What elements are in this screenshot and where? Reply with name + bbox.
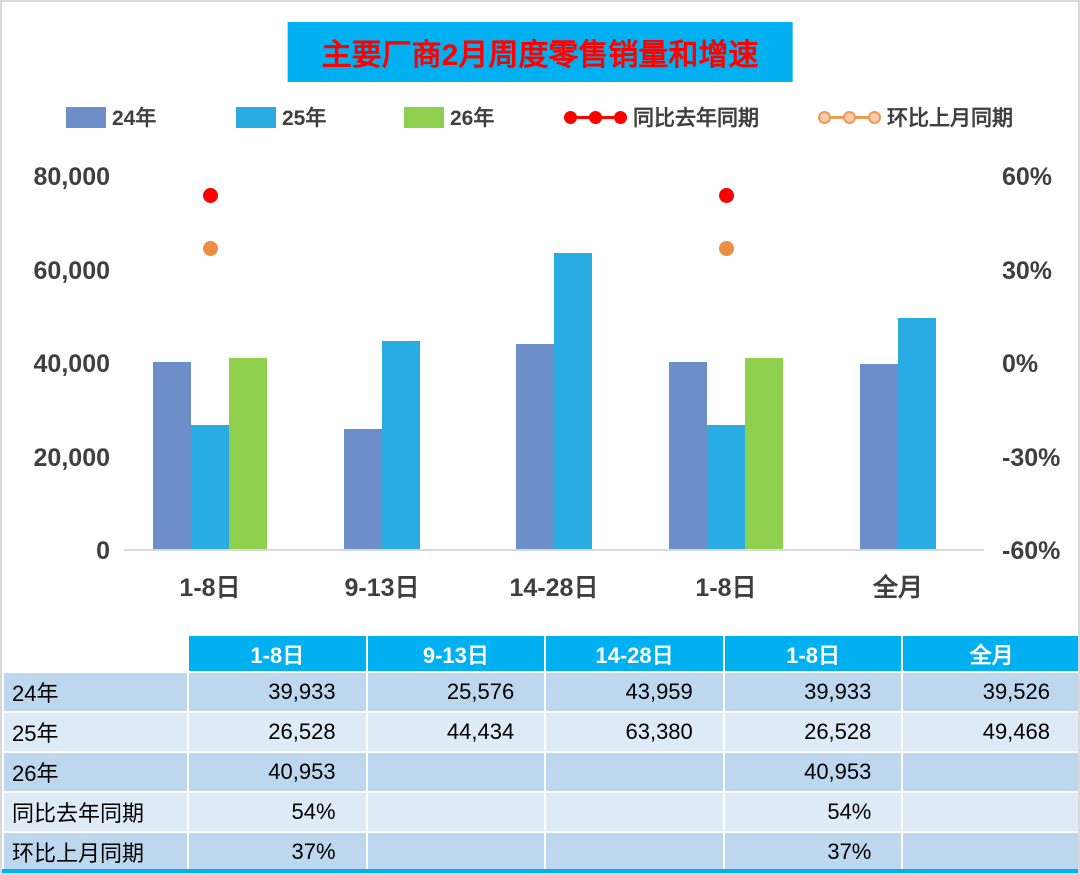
marker-line0-c0 bbox=[202, 188, 218, 204]
table-row-2: 26年 40,953 40,953 bbox=[2, 751, 1078, 793]
chart-title: 主要厂商2月周度零售销量和增速 bbox=[287, 22, 793, 82]
legend-item-3: 同比去年同期 bbox=[564, 102, 759, 132]
row-label: 24年 bbox=[2, 671, 189, 713]
cell-r2-c3: 40,953 bbox=[722, 751, 904, 793]
legend-bar-swatch bbox=[236, 106, 276, 128]
data-table: 1-8日 9-13日 14-28日 1-8日 全月 24年 39,933 25,576 43,9… bbox=[2, 634, 1078, 873]
table-header-cell-1: 1-8日 bbox=[187, 634, 368, 673]
legend-label: 环比上月同期 bbox=[887, 107, 1013, 130]
marker-line0-c3 bbox=[718, 188, 734, 204]
x-axis-label-3: 1-8日 bbox=[695, 574, 757, 602]
legend-line-marker-icon bbox=[818, 110, 881, 125]
cell-r3-c3: 54% bbox=[722, 791, 904, 833]
cell-r2-c1 bbox=[365, 751, 547, 793]
cell-r0-c3: 39,933 bbox=[722, 671, 904, 713]
table-row-3: 同比去年同期 54% 54% bbox=[2, 791, 1078, 833]
cell-r0-c4: 39,526 bbox=[901, 671, 1078, 713]
marker-line1-c0 bbox=[202, 241, 218, 257]
bar-s0-c3 bbox=[669, 362, 707, 549]
cell-r4-c2 bbox=[544, 831, 725, 873]
table-row-1: 25年 26,528 44,434 63,380 26,528 49,468 bbox=[2, 711, 1078, 753]
bar-s0-c4 bbox=[860, 364, 898, 549]
bar-s1-c4 bbox=[898, 317, 936, 549]
left-axis-tick: 20,000 bbox=[33, 443, 110, 472]
cell-r1-c2: 63,380 bbox=[544, 711, 725, 753]
cell-r1-c3: 26,528 bbox=[722, 711, 904, 753]
cell-r0-c1: 25,576 bbox=[365, 671, 547, 713]
legend-item-4: 环比上月同期 bbox=[818, 102, 1013, 132]
cell-r3-c0: 54% bbox=[187, 791, 368, 833]
legend-line-marker-icon bbox=[564, 110, 627, 125]
left-axis-tick: 60,000 bbox=[33, 256, 110, 285]
right-axis-tick: -30% bbox=[1002, 443, 1061, 472]
table-corner-cell bbox=[2, 634, 189, 673]
table-header-row: 1-8日 9-13日 14-28日 1-8日 全月 bbox=[2, 634, 1078, 673]
cell-r1-c4: 49,468 bbox=[901, 711, 1078, 753]
bar-s1-c0 bbox=[191, 425, 229, 549]
bar-s2-c0 bbox=[229, 357, 267, 549]
bar-s0-c1 bbox=[344, 429, 382, 549]
left-axis-tick: 40,000 bbox=[33, 350, 110, 378]
marker-line1-c3 bbox=[718, 241, 734, 257]
x-axis-label-1: 9-13日 bbox=[344, 574, 420, 602]
legend-bar-swatch bbox=[66, 106, 106, 128]
row-label: 25年 bbox=[2, 711, 189, 753]
cell-r3-c1 bbox=[365, 791, 547, 833]
cell-r3-c4 bbox=[901, 791, 1078, 833]
right-axis-tick: 0% bbox=[1002, 350, 1039, 378]
cell-r1-c1: 44,434 bbox=[365, 711, 547, 753]
left-axis-tick: 80,000 bbox=[33, 163, 110, 191]
x-axis-label-2: 14-28日 bbox=[509, 574, 599, 602]
row-label: 同比去年同期 bbox=[2, 791, 189, 833]
legend-item-0: 24年 bbox=[66, 102, 156, 132]
bar-s1-c1 bbox=[382, 341, 420, 549]
chart-legend: 24年 25年 26年 同比去年同期 环比上月同期 bbox=[2, 102, 1078, 132]
left-axis-tick: 0 bbox=[96, 537, 110, 565]
cell-r0-c2: 43,959 bbox=[544, 671, 725, 713]
plot-area bbox=[124, 177, 984, 551]
table-bottom-accent-bar bbox=[2, 869, 1078, 873]
row-label: 环比上月同期 bbox=[2, 831, 189, 873]
legend-label: 同比去年同期 bbox=[633, 107, 759, 130]
table-header-cell-5: 全月 bbox=[901, 634, 1078, 673]
table-header-cell-2: 9-13日 bbox=[365, 634, 547, 673]
bar-s2-c3 bbox=[745, 357, 783, 549]
bar-s1-c3 bbox=[707, 425, 745, 549]
table-header-cell-3: 14-28日 bbox=[544, 634, 725, 673]
legend-item-1: 25年 bbox=[236, 102, 326, 132]
x-axis-label-4: 全月 bbox=[872, 574, 923, 602]
cell-r4-c0: 37% bbox=[187, 831, 368, 873]
cell-r1-c0: 26,528 bbox=[187, 711, 368, 753]
table-row-0: 24年 39,933 25,576 43,959 39,933 39,526 bbox=[2, 671, 1078, 713]
cell-r2-c0: 40,953 bbox=[187, 751, 368, 793]
row-label: 26年 bbox=[2, 751, 189, 793]
legend-label: 26年 bbox=[450, 107, 495, 130]
legend-label: 24年 bbox=[112, 107, 157, 130]
cell-r4-c1 bbox=[365, 831, 547, 873]
legend-label: 25年 bbox=[282, 107, 327, 130]
cell-r4-c3: 37% bbox=[722, 831, 904, 873]
table-header-cell-4: 1-8日 bbox=[722, 634, 904, 673]
bar-s0-c2 bbox=[516, 343, 554, 549]
table-row-4: 环比上月同期 37% 37% bbox=[2, 831, 1078, 873]
cell-r2-c2 bbox=[544, 751, 725, 793]
legend-bar-swatch bbox=[404, 106, 444, 128]
cell-r0-c0: 39,933 bbox=[187, 671, 368, 713]
cell-r3-c2 bbox=[544, 791, 725, 833]
cell-r2-c4 bbox=[901, 751, 1078, 793]
right-axis-tick: -60% bbox=[1002, 537, 1061, 565]
cell-r4-c4 bbox=[901, 831, 1078, 873]
bar-s0-c0 bbox=[153, 362, 191, 549]
right-axis-tick: 30% bbox=[1002, 256, 1053, 285]
right-axis-tick: 60% bbox=[1002, 163, 1053, 191]
bar-s1-c2 bbox=[554, 252, 592, 549]
x-axis-label-0: 1-8日 bbox=[179, 574, 241, 602]
legend-item-2: 26年 bbox=[404, 102, 494, 132]
